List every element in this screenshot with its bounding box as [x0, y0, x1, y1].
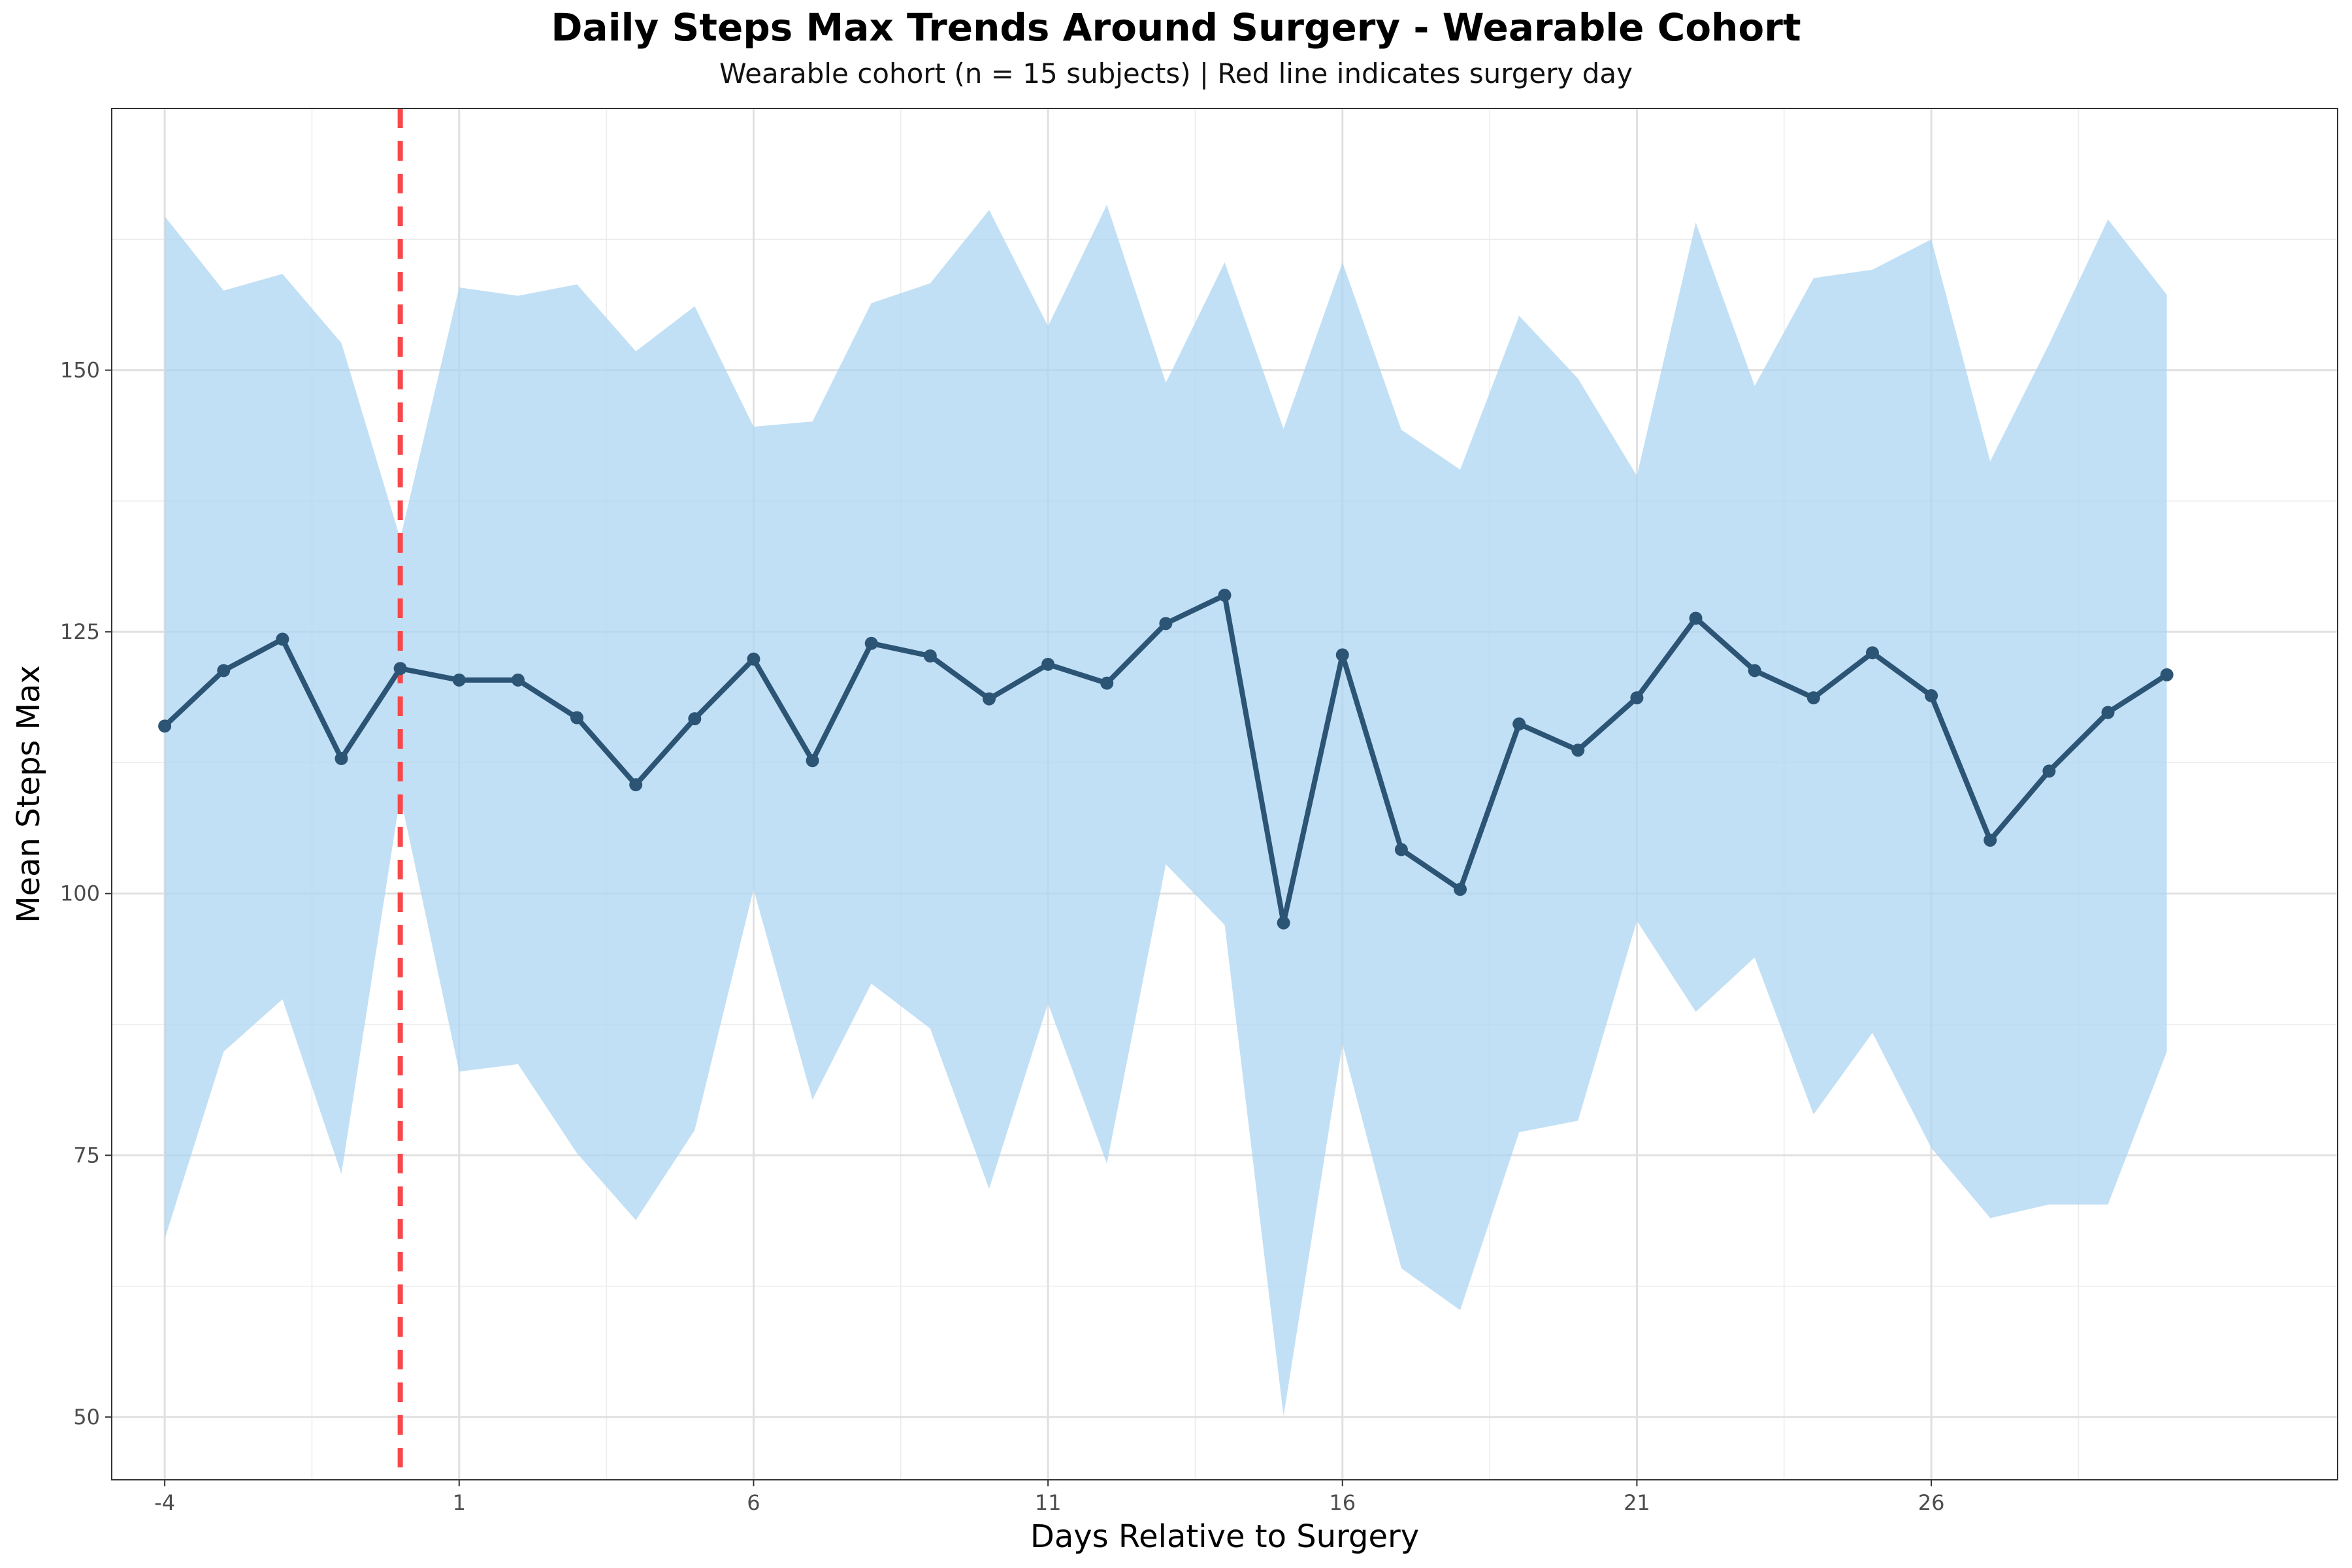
- data-point: [158, 719, 172, 733]
- y-tick-label: 150: [60, 358, 100, 383]
- data-point: [452, 673, 466, 687]
- x-axis-ticks: -4 1 6 11 16 21 26: [154, 1480, 1944, 1515]
- data-point: [1748, 664, 1761, 678]
- data-point: [864, 636, 878, 650]
- data-point: [1218, 589, 1232, 602]
- x-tick-label: 6: [747, 1490, 760, 1515]
- data-point: [1159, 617, 1173, 630]
- x-tick-label: 11: [1035, 1490, 1062, 1515]
- y-axis-ticks: 50 75 100 125 150: [60, 358, 112, 1429]
- plot-panel-border: [111, 108, 2338, 1480]
- data-point: [629, 778, 643, 792]
- x-tick-label: 26: [1918, 1490, 1945, 1515]
- x-tick-label: -4: [154, 1490, 175, 1515]
- y-tick-label: 125: [60, 619, 100, 644]
- chart-subtitle: Wearable cohort (n = 15 subjects) | Red …: [719, 57, 1633, 90]
- data-point: [1041, 657, 1055, 671]
- y-tick-label: 75: [73, 1143, 100, 1168]
- x-tick-label: 16: [1329, 1490, 1356, 1515]
- data-point: [2042, 764, 2056, 778]
- data-point: [393, 662, 407, 676]
- data-point: [688, 712, 702, 726]
- x-axis-title: Days Relative to Surgery: [1030, 1518, 1419, 1555]
- data-point: [747, 652, 760, 666]
- data-point: [1689, 612, 1703, 625]
- data-point: [335, 752, 348, 766]
- data-point: [1806, 691, 1820, 705]
- data-point: [2101, 706, 2115, 719]
- chart-title: Daily Steps Max Trends Around Surgery - …: [551, 5, 1801, 50]
- data-point: [1394, 843, 1408, 857]
- data-point: [1630, 691, 1644, 705]
- data-points-layer: [158, 589, 2174, 930]
- confidence-band-layer: [165, 204, 2167, 1416]
- data-point: [1100, 676, 1114, 690]
- data-point: [1335, 648, 1349, 662]
- data-point: [276, 632, 289, 646]
- confidence-band: [165, 204, 2167, 1416]
- data-point: [1512, 717, 1526, 731]
- data-point: [2160, 668, 2174, 681]
- data-point: [1984, 834, 1997, 847]
- data-point: [923, 649, 937, 662]
- data-point: [1571, 743, 1585, 757]
- y-tick-label: 100: [60, 881, 100, 906]
- data-point: [1925, 689, 1938, 702]
- data-point: [1277, 916, 1290, 930]
- data-point: [1865, 646, 1879, 660]
- data-point: [982, 692, 996, 706]
- x-tick-label: 1: [453, 1490, 466, 1515]
- data-point: [806, 754, 819, 768]
- data-point: [217, 664, 231, 678]
- y-axis-title: Mean Steps Max: [10, 665, 47, 923]
- data-point: [511, 673, 525, 687]
- y-tick-label: 50: [73, 1405, 100, 1429]
- x-tick-label: 21: [1624, 1490, 1650, 1515]
- data-point: [570, 711, 584, 725]
- data-point: [1454, 883, 1467, 896]
